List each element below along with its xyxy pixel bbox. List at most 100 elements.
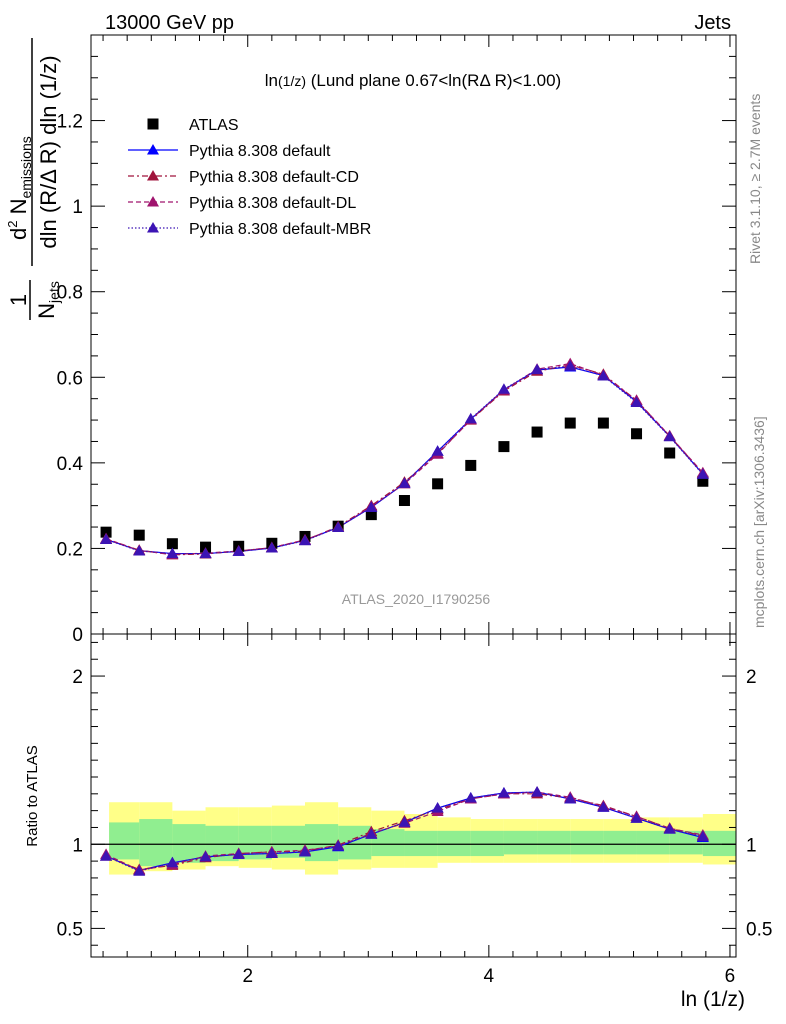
- legend-marker: [147, 118, 159, 130]
- ratio-y-ticks: 0.5 0.5 1 1 2 2: [57, 641, 772, 946]
- band-inner-bin: [570, 830, 604, 855]
- mc-point: [431, 445, 444, 456]
- ratio-point: [431, 802, 444, 813]
- atlas-point: [100, 526, 112, 538]
- legend-marker: [147, 144, 159, 155]
- mcplots-label: mcplots.cern.ch [arXiv:1306.3436]: [751, 416, 767, 628]
- atlas-point: [398, 495, 410, 507]
- ylabel-jets: jets: [46, 281, 62, 304]
- rivet-label: Rivet 3.1.10, ≥ 2.7M events: [747, 94, 763, 264]
- mc-point: [365, 501, 378, 512]
- ratio-point: [332, 839, 345, 851]
- main-series-line-pythia-8-308-default-dl: [105, 362, 704, 556]
- legend-entry-pythia-8-308-default-cd: Pythia 8.308 default-CD: [128, 169, 359, 186]
- ratio-y-tick-label-right: 1: [746, 835, 757, 856]
- band-inner-bin: [636, 830, 670, 855]
- ratio-point: [100, 850, 113, 861]
- ylabel-d: d: [6, 228, 31, 240]
- main-y-tick-label: 0: [72, 625, 83, 646]
- ratio-series-markers-pythia-8-308-default-mbr: [100, 786, 709, 876]
- x-axis-label: ln (1/z): [681, 988, 745, 1011]
- main-series-markers-pythia-8-308-default-dl: [100, 357, 709, 559]
- legend-entry-pythia-8-308-default: Pythia 8.308 default: [128, 143, 331, 160]
- atlas-point: [631, 428, 643, 440]
- ratio-point: [232, 848, 245, 859]
- mc-point: [166, 547, 179, 559]
- ratio-y-tick-label: 2: [72, 667, 83, 688]
- legend-entry-atlas: ATLAS: [147, 117, 239, 134]
- ratio-point: [696, 830, 709, 842]
- ratio-x-ticks: 2 4 6: [102, 634, 736, 987]
- main-series-markers-pythia-8-308-default: [100, 361, 709, 559]
- ratio-panel-frame: [90, 633, 737, 958]
- main-y-tick-label: 0.8: [57, 283, 83, 304]
- main-panel-frame: [90, 34, 737, 635]
- band-inner-bin: [404, 830, 438, 857]
- main-y-tick-label: 1.2: [57, 112, 83, 133]
- atlas-point: [531, 426, 543, 438]
- main-series-line-pythia-8-308-default-cd: [105, 364, 704, 556]
- x-tick-label: 6: [725, 966, 736, 987]
- ratio-y-tick-label: 1: [72, 835, 83, 856]
- legend-marker: [147, 222, 159, 233]
- ratio-point: [531, 786, 544, 797]
- ratio-point: [398, 816, 411, 827]
- ratio-panel: 2 4 6 0.5 0.5 1 1 2 2 Ratio to ATLAS ln (1/z): [24, 633, 772, 1011]
- ratio-point: [630, 812, 643, 823]
- atlas-point: [465, 459, 477, 471]
- legend-marker: [147, 196, 159, 207]
- ylabel-n: N: [34, 303, 59, 319]
- legend-marker: [147, 170, 159, 181]
- main-series-markers-pythia-8-308-default-cd: [100, 358, 709, 560]
- mc-point: [398, 477, 411, 488]
- main-title: ln(1/z) (Lund plane 0.67<ln(RΔ R)<1.00): [265, 71, 561, 90]
- legend-label: ATLAS: [189, 117, 239, 134]
- main-title-paren: (1/z): [278, 73, 306, 89]
- ratio-point: [298, 845, 311, 857]
- band-inner-bin: [371, 829, 405, 857]
- atlas-point: [498, 441, 510, 453]
- mc-point: [564, 360, 577, 371]
- mc-point: [100, 533, 113, 544]
- header-left: 13000 GeV pp: [105, 12, 234, 34]
- ratio-point: [133, 865, 146, 876]
- band-inner-bin: [669, 830, 703, 855]
- mc-point: [497, 383, 510, 394]
- ratio-point: [464, 792, 477, 803]
- main-y-tick-label: 1: [72, 197, 83, 218]
- main-title-rest: (Lund plane 0.67<ln(RΔ R)<1.00): [306, 71, 561, 90]
- legend-label: Pythia 8.308 default-MBR: [189, 221, 371, 238]
- legend-label: Pythia 8.308 default-CD: [189, 169, 359, 186]
- ratio-point: [597, 801, 610, 812]
- ylabel-numerator: d2 Nemissions: [5, 136, 34, 240]
- atlas-point: [432, 478, 444, 490]
- band-inner-bin: [470, 830, 504, 857]
- mc-point: [464, 412, 477, 424]
- main-series-line-pythia-8-308-default: [105, 366, 704, 555]
- ratio-point: [497, 786, 510, 798]
- main-y-tick-label: 0.6: [57, 368, 83, 389]
- ylabel-exp: 2: [5, 221, 20, 228]
- mc-point: [199, 547, 212, 559]
- x-tick-label: 2: [242, 966, 253, 987]
- main-y-axis-label: 1 Njets d2 Nemissions dln (R/Δ R) dln (1…: [5, 38, 62, 320]
- atlas-point: [365, 509, 377, 521]
- ratio-plot-area: [91, 786, 736, 876]
- main-y-tick-label: 0.4: [57, 454, 84, 475]
- ylabel-emissions: emissions: [18, 136, 34, 198]
- header-right: Jets: [694, 12, 731, 34]
- main-x-ticks: [102, 35, 731, 634]
- ylabel-denominator: dln (R/Δ R) dln (1/z): [36, 55, 61, 248]
- mc-point: [265, 542, 278, 553]
- ratio-point: [199, 850, 212, 862]
- watermark: ATLAS_2020_I1790256: [342, 591, 491, 607]
- ratio-y-tick-label: 0.5: [57, 919, 83, 940]
- mc-point: [298, 534, 311, 546]
- band-inner-bin: [503, 830, 538, 855]
- legend-label: Pythia 8.308 default-DL: [189, 195, 356, 212]
- ylabel-njets: Njets: [34, 281, 62, 319]
- main-title-ln: ln: [265, 71, 278, 90]
- mc-point: [332, 521, 345, 532]
- ratio-point: [265, 847, 278, 859]
